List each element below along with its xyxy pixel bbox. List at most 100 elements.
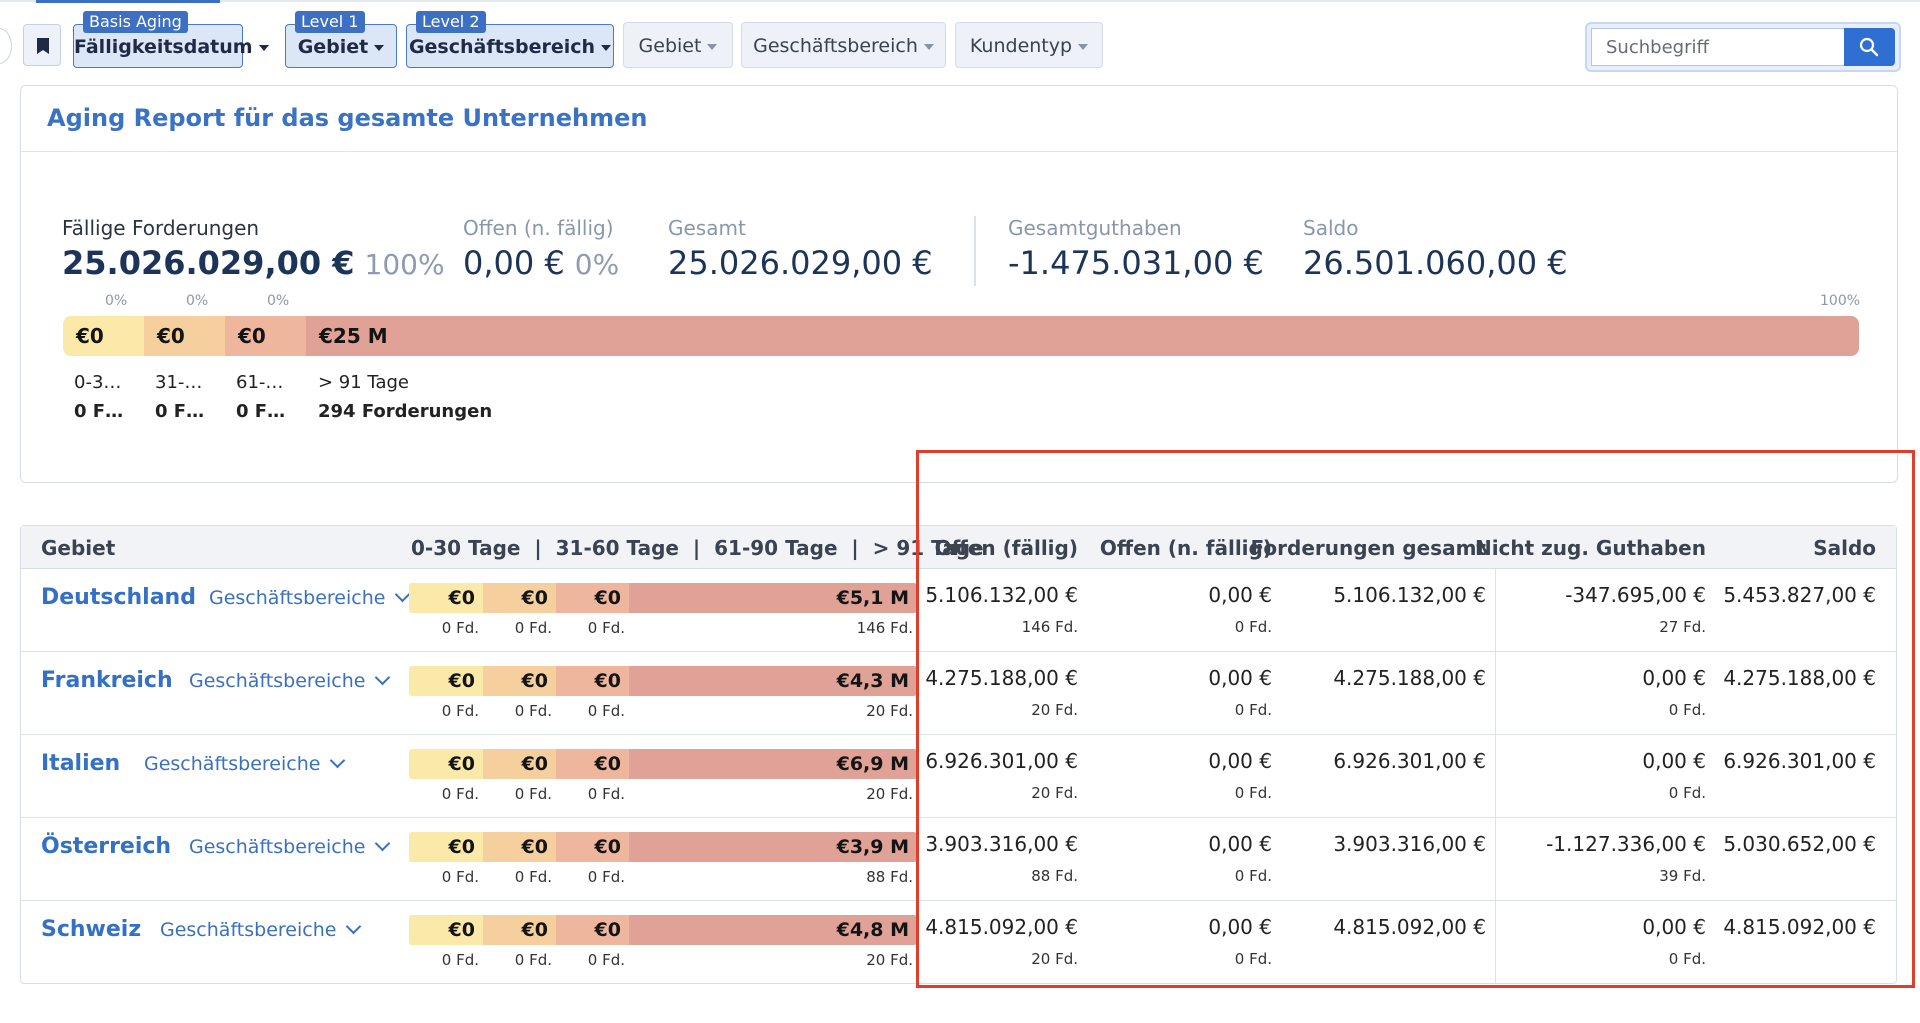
kpi-offen: Offen (n. fällig) 0,00 € 0% — [463, 216, 619, 282]
table-row: Deutschland Geschäftsbereiche €0 €0 €0 €5,1 M… — [21, 569, 1896, 652]
row-bucket-31-60[interactable]: €0 — [483, 749, 556, 779]
region-link[interactable]: Italien — [41, 751, 121, 776]
edge-button[interactable] — [0, 28, 12, 64]
chevron-down-icon — [258, 44, 269, 51]
region-link[interactable]: Schweiz — [41, 917, 142, 942]
row-count-0-30: 0 Fd. — [441, 785, 479, 803]
search-icon — [1859, 37, 1879, 57]
header-aging[interactable]: 0-30 Tage | 31-60 Tage | 61-90 Tage | > … — [411, 536, 984, 560]
kpi-guthaben-label: Gesamtguthaben — [1008, 216, 1182, 240]
row-count-0-30: 0 Fd. — [441, 868, 479, 886]
row-bucket-31-60[interactable]: €0 — [483, 583, 556, 613]
row-bucket-91-plus[interactable]: €5,1 M — [629, 583, 917, 613]
search-box — [1585, 22, 1901, 72]
level-2-dropdown[interactable]: Level 2 Geschäftsbereich — [406, 11, 614, 68]
row-bucket-0-30[interactable]: €0 — [409, 915, 483, 945]
row-bucket-0-30[interactable]: €0 — [409, 832, 483, 862]
header-saldo[interactable]: Saldo — [1813, 536, 1876, 560]
filter-geschaeftsbereich-label: Geschäftsbereich — [753, 35, 918, 57]
basis-aging-label: Fälligkeitsdatum — [74, 36, 253, 58]
cell-nicht-zug-guthaben: 0,00 € — [1642, 915, 1706, 939]
business-areas-label: Geschäftsbereiche — [160, 919, 337, 941]
business-areas-label: Geschäftsbereiche — [189, 836, 366, 858]
row-bucket-61-90[interactable]: €0 — [556, 832, 629, 862]
report-title: Aging Report für das gesamte Unternehmen — [47, 104, 648, 132]
cell-offen-n-faellig-count: 0 Fd. — [1234, 784, 1272, 802]
row-bucket-91-plus[interactable]: €3,9 M — [629, 832, 917, 862]
cell-nicht-zug-guthaben-count: 0 Fd. — [1668, 701, 1706, 719]
aging-segment-61-90[interactable]: €0 — [225, 316, 306, 356]
aging-bar: €0 €0 €0 €25 M — [63, 316, 1859, 356]
bucket-count: 0 F… — [74, 401, 124, 422]
cell-offen-n-faellig: 0,00 € — [1208, 666, 1272, 690]
cell-offen-n-faellig-count: 0 Fd. — [1234, 950, 1272, 968]
cell-offen-faellig: 4.815.092,00 € — [925, 915, 1078, 939]
cell-nicht-zug-guthaben: -1.127.336,00 € — [1546, 832, 1706, 856]
header-nicht-zug-guthaben[interactable]: Nicht zug. Guthaben — [1474, 536, 1706, 560]
business-areas-toggle[interactable]: Geschäftsbereiche — [160, 918, 362, 941]
region-link[interactable]: Österreich — [41, 834, 172, 859]
basis-aging-dropdown[interactable]: Basis Aging Fälligkeitsdatum — [73, 11, 269, 68]
aging-report-card: Aging Report für das gesamte Unternehmen… — [20, 85, 1898, 483]
aging-segment-91-plus[interactable]: €25 M — [306, 316, 1859, 356]
cell-offen-n-faellig: 0,00 € — [1208, 832, 1272, 856]
level-1-dropdown[interactable]: Level 1 Gebiet — [285, 11, 397, 68]
row-bucket-61-90[interactable]: €0 — [556, 583, 629, 613]
kpi-faellig-label: Fällige Forderungen — [62, 216, 260, 240]
row-bucket-91-plus[interactable]: €6,9 M — [629, 749, 917, 779]
filter-gebiet-label: Gebiet — [638, 35, 702, 57]
business-areas-toggle[interactable]: Geschäftsbereiche — [189, 835, 391, 858]
row-bucket-91-plus[interactable]: €4,3 M — [629, 666, 917, 696]
business-areas-toggle[interactable]: Geschäftsbereiche — [209, 586, 411, 609]
pct-label-91-plus: 100% — [1820, 293, 1861, 309]
bucket-legend-61-90: 61-… 0 F… — [236, 368, 285, 426]
cell-nicht-zug-guthaben-count: 27 Fd. — [1659, 618, 1706, 636]
filter-gebiet[interactable]: Gebiet — [623, 22, 733, 68]
header-offen-n-faellig[interactable]: Offen (n. fällig) — [1099, 536, 1272, 560]
row-bucket-0-30[interactable]: €0 — [409, 666, 483, 696]
row-bucket-91-plus[interactable]: €4,8 M — [629, 915, 917, 945]
region-link[interactable]: Frankreich — [41, 668, 173, 693]
row-bucket-31-60[interactable]: €0 — [483, 666, 556, 696]
bucket-legend-0-30: 0-3… 0 F… — [74, 368, 123, 426]
cell-nicht-zug-guthaben-count: 39 Fd. — [1659, 867, 1706, 885]
region-link[interactable]: Deutschland — [41, 585, 196, 610]
filter-kundentyp[interactable]: Kundentyp — [955, 22, 1103, 68]
cell-saldo: 4.815.092,00 € — [1723, 915, 1876, 939]
search-button[interactable] — [1844, 28, 1895, 66]
row-count-91-plus: 146 Fd. — [856, 619, 913, 637]
cell-saldo: 5.453.827,00 € — [1723, 583, 1876, 607]
kpi-faellige-forderungen: Fällige Forderungen 25.026.029,00 € 100% — [62, 216, 445, 282]
row-count-31-60: 0 Fd. — [514, 785, 552, 803]
search-input[interactable] — [1591, 28, 1844, 66]
header-gebiet[interactable]: Gebiet — [41, 536, 116, 560]
business-areas-toggle[interactable]: Geschäftsbereiche — [144, 752, 346, 775]
cell-offen-n-faellig-count: 0 Fd. — [1234, 618, 1272, 636]
bucket-count: 294 Forderungen — [318, 401, 493, 422]
aging-segment-0-30[interactable]: €0 — [63, 316, 144, 356]
chevron-down-icon — [601, 44, 612, 51]
row-bucket-31-60[interactable]: €0 — [483, 915, 556, 945]
table-header: Gebiet 0-30 Tage | 31-60 Tage | 61-90 Ta… — [21, 526, 1896, 569]
row-count-0-30: 0 Fd. — [441, 702, 479, 720]
header-forderungen-gesamt[interactable]: Forderungen gesamt — [1250, 536, 1486, 560]
level-1-tag: Level 1 — [295, 11, 365, 33]
bucket-range: 61-… — [236, 372, 284, 393]
aging-segment-31-60[interactable]: €0 — [144, 316, 225, 356]
business-areas-toggle[interactable]: Geschäftsbereiche — [189, 669, 391, 692]
row-bucket-61-90[interactable]: €0 — [556, 749, 629, 779]
cell-saldo: 4.275.188,00 € — [1723, 666, 1876, 690]
row-bucket-61-90[interactable]: €0 — [556, 666, 629, 696]
bookmark-button[interactable] — [23, 24, 61, 66]
header-offen-faellig[interactable]: Offen (fällig) — [934, 536, 1078, 560]
filter-geschaeftsbereich[interactable]: Geschäftsbereich — [741, 22, 946, 68]
cell-nicht-zug-guthaben: 0,00 € — [1642, 666, 1706, 690]
row-bucket-31-60[interactable]: €0 — [483, 832, 556, 862]
row-bucket-61-90[interactable]: €0 — [556, 915, 629, 945]
row-bucket-0-30[interactable]: €0 — [409, 583, 483, 613]
cell-forderungen-gesamt: 3.903.316,00 € — [1333, 832, 1486, 856]
row-bucket-0-30[interactable]: €0 — [409, 749, 483, 779]
cell-offen-n-faellig: 0,00 € — [1208, 915, 1272, 939]
